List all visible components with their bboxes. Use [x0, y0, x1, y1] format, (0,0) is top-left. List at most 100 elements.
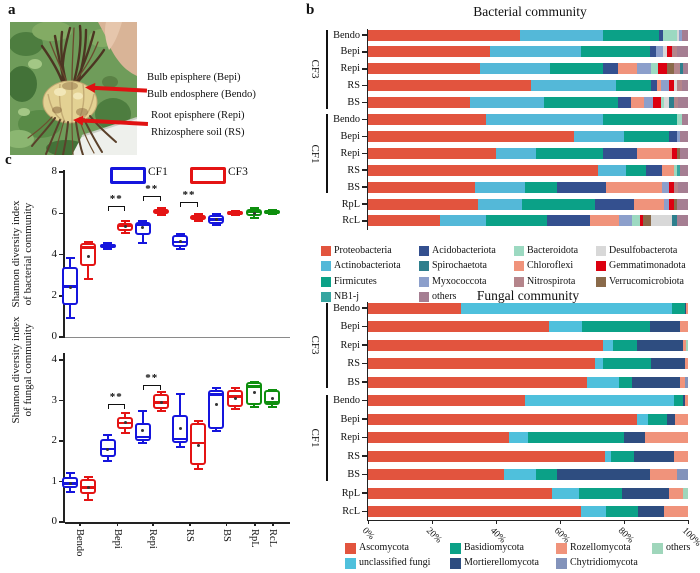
whisker-upper: [69, 257, 71, 267]
y-tick-label: 6: [51, 206, 58, 219]
y-tick-mark: [59, 253, 64, 256]
lower-roots: [31, 115, 117, 155]
bar-row-tick: [362, 455, 367, 457]
category-label: RcL: [267, 529, 278, 548]
significance-bracket: [142, 195, 161, 201]
whisker-cap-upper: [230, 387, 240, 390]
bar-segment: [668, 130, 677, 142]
stacked-bar: [368, 487, 688, 499]
whisker-upper: [234, 388, 236, 391]
bar-segment: [524, 181, 557, 193]
bar-segment: [368, 321, 549, 332]
legend-swatch-mortierellomycota: [450, 558, 461, 569]
bar-row-label: RS: [347, 80, 360, 92]
y-tick-mark: [59, 171, 64, 173]
bar-segment: [508, 432, 528, 443]
bar-segment: [368, 46, 490, 58]
bar-segment: [683, 339, 687, 351]
bar-row-label: RS: [347, 358, 360, 369]
whisker-cap-upper: [120, 219, 130, 222]
bar-row-tick: [362, 362, 367, 365]
mean-dot: [123, 421, 127, 425]
bar-segment: [663, 506, 688, 517]
mean-dot: [141, 226, 144, 230]
bar-row-label: Bendo: [333, 302, 360, 314]
category-tick-mark: [272, 522, 274, 526]
bar-segment: [440, 215, 487, 227]
bar-segment: [548, 321, 583, 332]
stacked-bar: [368, 395, 688, 406]
bar-segment: [460, 302, 672, 314]
bar-segment: [598, 164, 626, 176]
y-axis-line: [366, 29, 368, 230]
y-axis-line: [63, 170, 65, 338]
whisker-upper: [215, 388, 217, 391]
annotation-bulb-endosphere: Bulb endosphere (Bendo): [147, 89, 256, 100]
bar-segment: [668, 181, 674, 193]
bar-segment: [556, 469, 650, 480]
bar-segment: [480, 63, 551, 75]
y-tick-mark: [59, 399, 64, 402]
legend-label: Proteobacteria: [334, 244, 392, 256]
bar-segment: [623, 432, 645, 443]
bar-row-label: Repi: [340, 147, 360, 159]
bar-segment: [679, 321, 688, 332]
bar-segment: [683, 63, 688, 75]
bar-segment: [368, 376, 588, 388]
bar-segment: [679, 147, 688, 159]
bar-row-tick: [362, 84, 367, 87]
bar-segment: [668, 80, 674, 92]
whisker-cap-lower: [65, 490, 75, 493]
y-axis-line: [366, 302, 368, 520]
bar-segment: [368, 413, 637, 425]
whisker-cap-lower: [138, 442, 147, 445]
y-tick-mark: [59, 336, 64, 338]
bar-segment: [617, 63, 637, 75]
legend-swatch-rozellomycota: [556, 543, 567, 554]
whisker-cap-upper: [156, 391, 166, 394]
whisker-cap-upper: [83, 241, 93, 244]
y-tick-label: 0: [51, 515, 58, 527]
whisker-cap-lower: [230, 214, 240, 217]
median-line: [248, 210, 260, 213]
bar-segment: [619, 215, 632, 227]
stacked-bar: [368, 302, 688, 314]
annotation-bulb-episphere: Bulb episphere (Bepi): [147, 72, 241, 83]
mean-dot: [214, 403, 218, 407]
significance-label: **: [182, 189, 196, 202]
bar-segment: [368, 450, 605, 462]
bar-segment: [676, 147, 680, 159]
y-tick-label: 2: [51, 434, 58, 446]
bar-segment: [633, 198, 664, 210]
whisker-upper: [124, 412, 126, 417]
whisker-cap-upper: [65, 256, 75, 259]
bar-row-tick: [362, 152, 367, 155]
bar-segment: [673, 164, 677, 176]
mean-dot: [68, 286, 72, 290]
bar-row-label: BS: [347, 181, 360, 193]
box-RS-CF3: [190, 215, 206, 220]
bar-segment: [679, 376, 685, 388]
bar-segment: [663, 97, 669, 109]
whisker-upper: [106, 434, 109, 439]
bar-segment: [550, 63, 604, 75]
bar-segment: [368, 339, 604, 351]
whisker-cap-lower: [175, 446, 185, 449]
whisker-cap-lower: [175, 248, 185, 251]
bar-row-label: Bendo: [333, 29, 360, 41]
bar-segment: [671, 46, 677, 58]
bar-segment: [619, 376, 632, 388]
whisker-lower: [253, 404, 255, 407]
stacked-bar: [368, 450, 688, 462]
bar-row-tick: [362, 399, 367, 402]
bar-segment: [673, 97, 679, 109]
bar-segment: [543, 97, 618, 109]
bar-segment: [671, 302, 685, 314]
panel-a-label: a: [8, 2, 16, 18]
panel-c-label: c: [5, 152, 12, 168]
bar-segment: [639, 215, 644, 227]
bar-segment: [676, 114, 682, 125]
whisker-cap-lower: [156, 214, 166, 217]
stacked-bar: [368, 432, 688, 443]
y-tick-mark: [59, 480, 64, 483]
